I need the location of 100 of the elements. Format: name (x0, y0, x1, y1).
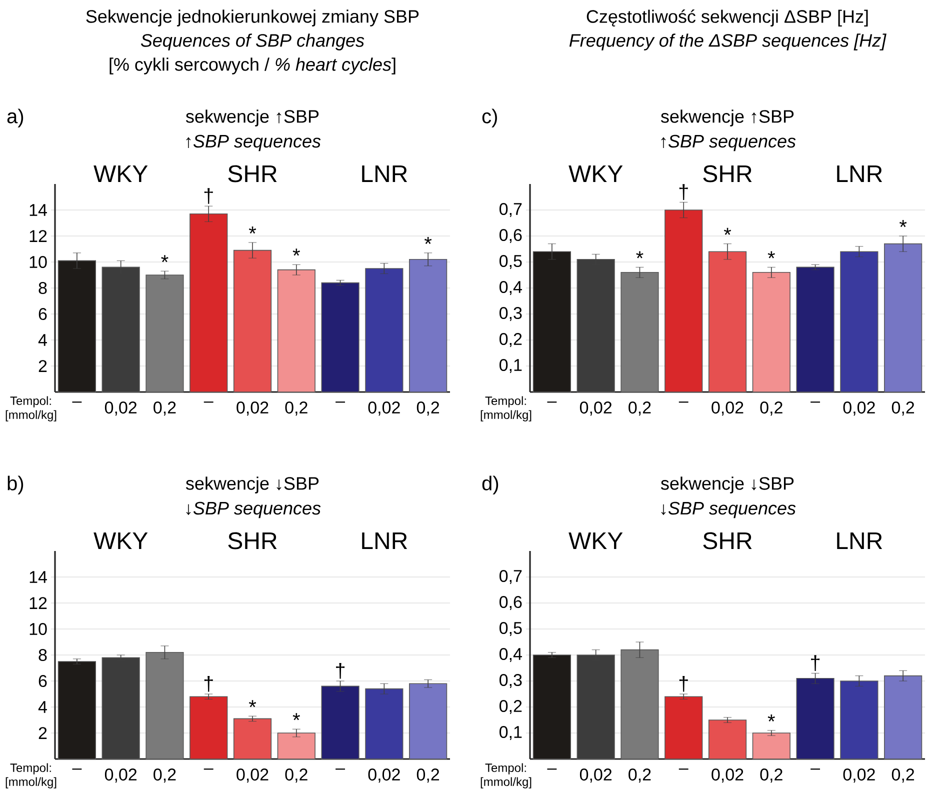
x-axis-title: Tempol: [mmol/kg] (6, 396, 56, 422)
y-tick-label: 10 (30, 622, 47, 636)
x-tick-label: 0,2 (628, 768, 651, 783)
data-label: * (424, 236, 432, 244)
chart-subtitle: sekwencje ↑SBP (660, 110, 794, 126)
x-tick-label: 0,02 (580, 768, 612, 783)
data-label: * (292, 248, 300, 256)
data-label: † (336, 662, 345, 679)
data-label: * (900, 220, 907, 228)
x-tick-label: 0,02 (712, 402, 744, 416)
y-tick-label: 0,6 (500, 228, 522, 244)
y-tick-label: 12 (30, 597, 47, 609)
data-label: * (636, 251, 644, 258)
text: ↓SBP sequences (186, 502, 321, 518)
x-tick-label: 0,2 (892, 402, 914, 416)
text: WKY (94, 532, 148, 550)
y-tick-label: 2 (38, 727, 47, 739)
y-tick-label: 0,7 (500, 202, 522, 218)
y-tick-label: 0,2 (500, 700, 522, 714)
y-tick-label: 8 (38, 648, 47, 662)
y-tick-label: 6 (38, 674, 47, 688)
text: SHR (228, 165, 277, 182)
y-tick-label: 12 (30, 230, 47, 242)
text: WKY (568, 165, 623, 182)
x-tick-label: 0,02 (580, 402, 612, 416)
y-tick-label: 0,4 (500, 648, 522, 662)
x-tick-label: – (810, 768, 820, 770)
text: LNR (362, 532, 408, 550)
chart-title: a) (7, 108, 24, 128)
data-label: † (679, 184, 688, 200)
data-label: † (204, 676, 213, 692)
x-tick-label: 0,02 (843, 402, 875, 416)
text: Sekwencje jednokierunkowej zmiany SBP (86, 10, 419, 26)
x-tick-label: – (678, 768, 688, 770)
text: SHR (703, 165, 752, 182)
data-label: † (204, 188, 213, 204)
y-tick-label: 4 (38, 334, 47, 346)
x-tick-label: – (204, 402, 214, 403)
x-tick-label: – (72, 402, 82, 403)
y-tick-label: 14 (30, 571, 47, 583)
y-tick-label: 0,4 (500, 280, 522, 296)
text: Sequences of SBP changes (140, 34, 364, 50)
chart-subtitle: sekwencje ↓SBP (660, 476, 794, 494)
x-tick-label: – (204, 768, 214, 770)
chart-title: c) (482, 108, 497, 128)
text: WKY (568, 532, 623, 550)
text: Frequency of the ΔSBP sequences [Hz] (569, 34, 886, 50)
text: [% cykli sercowych / % heart cycles] (110, 58, 396, 74)
x-axis-title: Tempol: [mmol/kg] (6, 763, 56, 788)
y-tick-label: 0,5 (500, 254, 522, 270)
data-label: * (248, 700, 256, 708)
text: ↑SBP sequences (661, 134, 796, 152)
y-tick-label: 0,6 (500, 596, 522, 610)
x-tick-label: 0,2 (760, 768, 782, 783)
x-tick-label: 0,02 (712, 768, 744, 783)
y-tick-label: 6 (38, 308, 47, 320)
chart-subtitle: sekwencje ↓SBP (186, 476, 319, 494)
x-tick-label: 0,02 (236, 402, 268, 416)
x-axis-title: Tempol: [mmol/kg] (480, 396, 532, 422)
chart-subtitle: sekwencje ↑SBP (186, 110, 319, 126)
y-tick-label: 4 (38, 701, 47, 713)
x-tick-label: – (547, 402, 557, 403)
y-tick-label: 0,5 (500, 622, 522, 636)
data-label: * (768, 251, 775, 258)
x-tick-label: – (72, 768, 82, 770)
x-tick-label: 0,2 (285, 768, 308, 783)
text: WKY (94, 165, 148, 182)
x-tick-label: 0,2 (628, 402, 651, 416)
data-label: † (811, 655, 820, 672)
y-tick-label: 10 (30, 256, 47, 268)
y-tick-label: 0,1 (500, 358, 522, 374)
y-tick-label: 0,2 (500, 332, 522, 348)
x-tick-label: 0,2 (154, 402, 176, 416)
text: LNR (837, 532, 882, 550)
x-tick-label: 0,2 (285, 402, 308, 416)
x-tick-label: – (547, 768, 557, 770)
x-tick-label: 0,02 (368, 768, 400, 783)
y-tick-label: 2 (38, 360, 47, 372)
x-tick-label: 0,02 (104, 768, 137, 783)
chart-title: b) (8, 476, 24, 494)
y-tick-label: 0,3 (500, 306, 522, 322)
text: LNR (837, 165, 882, 182)
text: LNR (362, 165, 408, 182)
x-tick-label: 0,2 (892, 768, 914, 783)
x-tick-label: 0,2 (416, 768, 440, 783)
x-tick-label: 0,2 (416, 402, 440, 416)
data-label: * (768, 714, 775, 722)
x-tick-label: 0,02 (368, 402, 400, 416)
x-tick-label: 0,02 (104, 402, 137, 416)
text: SHR (228, 532, 277, 550)
y-tick-label: 8 (38, 282, 47, 294)
chart-title: d) (482, 476, 498, 494)
text: SHR (703, 532, 752, 550)
x-tick-label: 0,2 (154, 768, 176, 783)
data-label: † (679, 676, 688, 692)
y-tick-label: 0,3 (500, 674, 522, 688)
x-tick-label: – (336, 402, 345, 403)
x-tick-label: – (810, 402, 820, 403)
text: ↓SBP sequences (661, 502, 796, 518)
text: Częstotliwość sekwencji ΔSBP [Hz] (586, 10, 868, 27)
